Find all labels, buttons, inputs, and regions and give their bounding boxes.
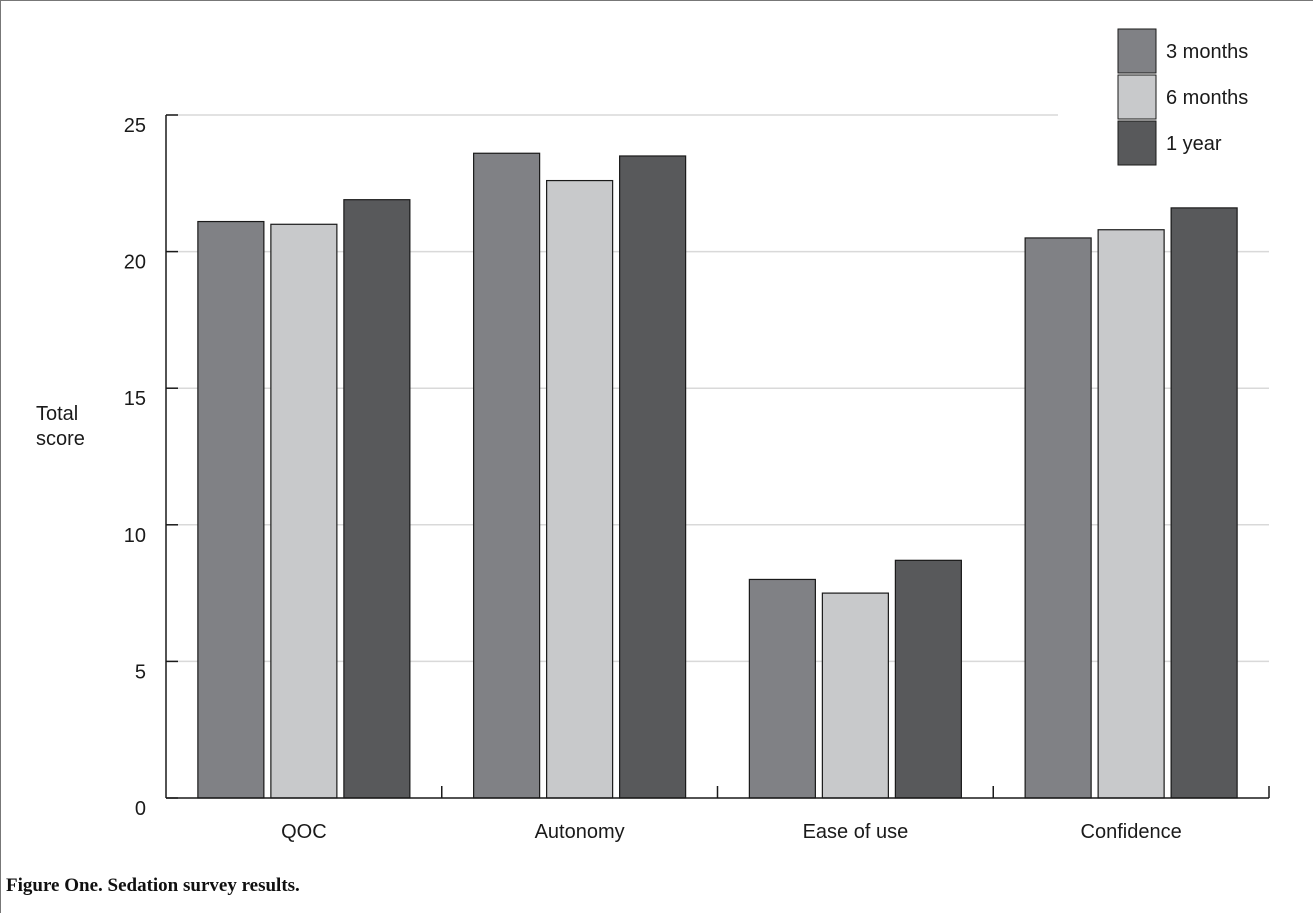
bars — [197, 152, 1238, 799]
y-axis-title-line: score — [36, 428, 85, 450]
axes: QOC Autonomy Ease of use Confidence 0 5 10 15 20… — [124, 114, 1270, 843]
legend: 3 months 6 months 1 year — [1117, 28, 1248, 166]
bar-ease-of-use-3-months — [748, 578, 816, 799]
y-tick-label: 5 — [135, 661, 146, 683]
bar-confidence-3-months — [1024, 237, 1092, 799]
figure-caption: Figure One. Sedation survey results. — [6, 875, 300, 896]
bar-qoc-6-months — [270, 223, 338, 799]
legend-label: 1 year — [1166, 133, 1222, 155]
x-tick-label: QOC — [281, 821, 327, 843]
legend-swatch — [1117, 28, 1157, 74]
bar-autonomy-6-months — [546, 179, 614, 799]
y-tick-label: 0 — [135, 798, 146, 820]
x-tick-label: Autonomy — [535, 821, 625, 843]
bar-autonomy-3-months — [473, 152, 541, 799]
y-tick-label: 10 — [124, 525, 146, 547]
legend-label: 6 months — [1166, 87, 1248, 109]
bar-confidence-1-year — [1170, 207, 1238, 799]
bar-autonomy-1-year — [619, 155, 687, 799]
y-axis-title: Total score — [36, 403, 85, 450]
y-axis-title-line: Total — [36, 403, 78, 425]
legend-swatch — [1117, 74, 1157, 120]
x-tick-label: Confidence — [1081, 821, 1182, 843]
x-tick-label: Ease of use — [803, 821, 909, 843]
legend-swatch — [1117, 120, 1157, 166]
bar-qoc-3-months — [197, 220, 265, 799]
bar-ease-of-use-6-months — [821, 592, 889, 799]
y-tick-label: 20 — [124, 252, 146, 274]
y-tick-label: 25 — [124, 115, 146, 137]
bar-ease-of-use-1-year — [894, 559, 962, 799]
legend-label: 3 months — [1166, 41, 1248, 63]
bar-qoc-1-year — [343, 199, 411, 799]
bar-confidence-6-months — [1097, 229, 1165, 799]
y-tick-label: 15 — [124, 388, 146, 410]
